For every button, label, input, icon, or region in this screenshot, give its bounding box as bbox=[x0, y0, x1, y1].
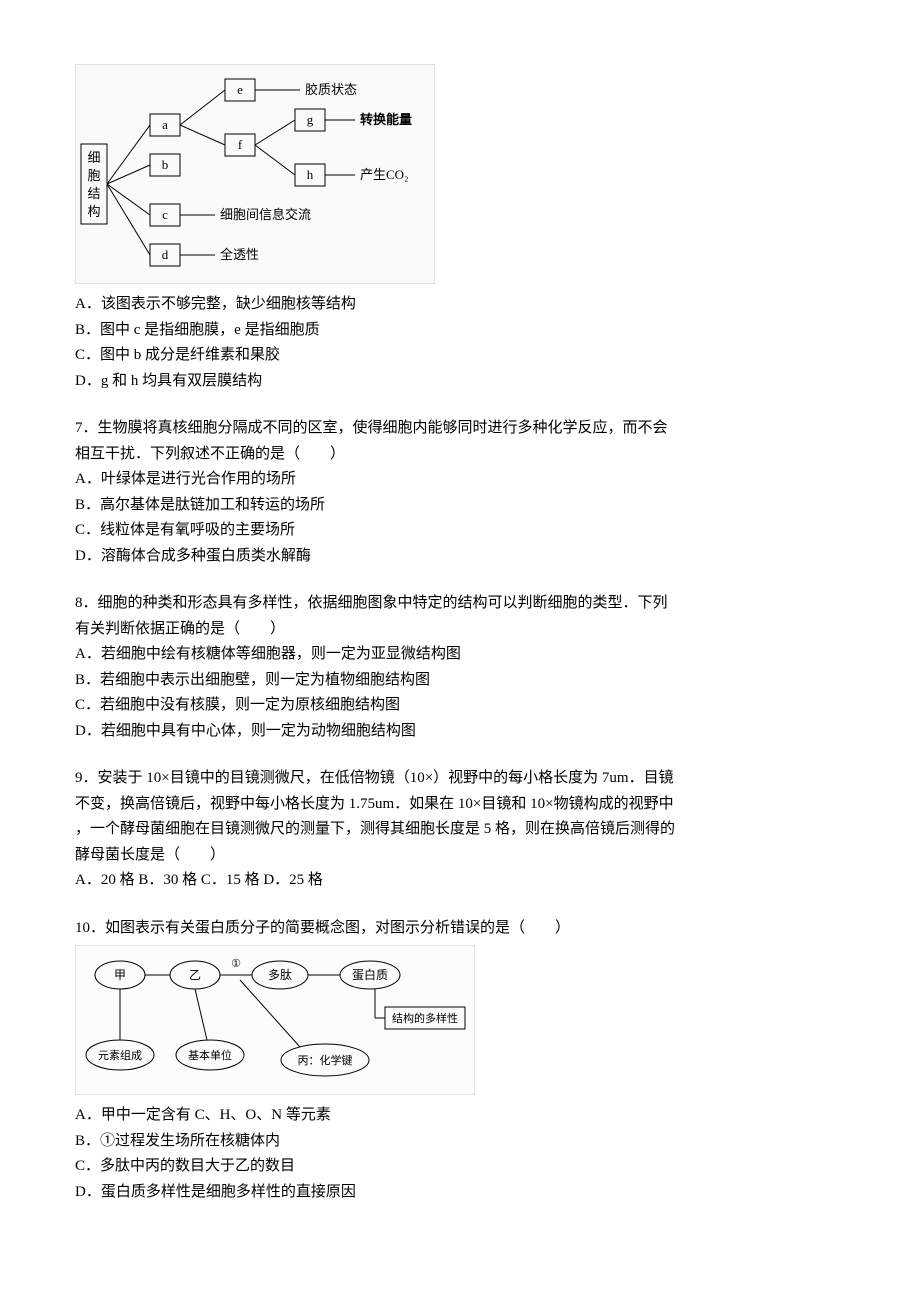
label-g-out: 转换能量 bbox=[360, 112, 412, 127]
svg-text:胞: 胞 bbox=[87, 168, 100, 183]
q7-opt-c: C．线粒体是有氧呼吸的主要场所 bbox=[75, 518, 845, 544]
node-jia: 甲 bbox=[114, 968, 126, 982]
node-jiben: 基本单位 bbox=[188, 1048, 232, 1062]
q7-opt-d: D．溶酶体合成多种蛋白质类水解酶 bbox=[75, 544, 845, 570]
q6-opt-a: A．该图表示不够完整，缺少细胞核等结构 bbox=[75, 292, 845, 318]
label-c-out: 细胞间信息交流 bbox=[220, 207, 311, 222]
q8-opt-d: D．若细胞中具有中心体，则一定为动物细胞结构图 bbox=[75, 719, 845, 745]
q6-opt-b: B．图中 c 是指细胞膜，e 是指细胞质 bbox=[75, 318, 845, 344]
node-pro: 蛋白质 bbox=[352, 967, 388, 982]
svg-text:结: 结 bbox=[87, 186, 100, 201]
node-f: f bbox=[238, 137, 243, 152]
q8-stem-line2: 有关判断依据正确的是（ ） bbox=[75, 617, 845, 643]
node-bing: 丙：化学键 bbox=[298, 1053, 353, 1067]
q7-opt-a: A．叶绿体是进行光合作用的场所 bbox=[75, 467, 845, 493]
node-e: e bbox=[237, 82, 243, 97]
q10-opt-c: C．多肽中丙的数目大于乙的数目 bbox=[75, 1154, 845, 1180]
question-10: 10．如图表示有关蛋白质分子的简要概念图，对图示分析错误的是（ ） 甲 乙 多肽… bbox=[75, 916, 845, 1206]
q9-stem-line3: ，一个酵母菌细胞在目镜测微尺的测量下，测得其细胞长度是 5 格，则在换高倍镜后测… bbox=[75, 817, 845, 843]
question-9: 9．安装于 10×目镜中的目镜测微尺，在低倍物镜（10×）视野中的每小格长度为 … bbox=[75, 766, 845, 894]
q6-opt-c: C．图中 b 成分是纤维素和果胶 bbox=[75, 343, 845, 369]
q8-opt-b: B．若细胞中表示出细胞壁，则一定为植物细胞结构图 bbox=[75, 668, 845, 694]
node-c: c bbox=[162, 207, 168, 222]
node-b: b bbox=[162, 157, 169, 172]
label-h-out: 产生CO₂ bbox=[360, 167, 409, 182]
q10-stem: 10．如图表示有关蛋白质分子的简要概念图，对图示分析错误的是（ ） bbox=[75, 916, 845, 942]
q7-stem-line1: 7．生物膜将真核细胞分隔成不同的区室，使得细胞内能够同时进行多种化学反应，而不会 bbox=[75, 416, 845, 442]
question-7: 7．生物膜将真核细胞分隔成不同的区室，使得细胞内能够同时进行多种化学反应，而不会… bbox=[75, 416, 845, 569]
question-6-options: A．该图表示不够完整，缺少细胞核等结构 B．图中 c 是指细胞膜，e 是指细胞质… bbox=[75, 292, 845, 394]
node-yuansu: 元素组成 bbox=[98, 1048, 142, 1062]
label-d-out: 全透性 bbox=[220, 247, 259, 262]
node-h: h bbox=[307, 167, 314, 182]
q6-opt-d: D．g 和 h 均具有双层膜结构 bbox=[75, 369, 845, 395]
q7-opt-b: B．高尔基体是肽链加工和转运的场所 bbox=[75, 493, 845, 519]
q8-stem-line1: 8．细胞的种类和形态具有多样性，依据细胞图象中特定的结构可以判断细胞的类型．下列 bbox=[75, 591, 845, 617]
cell-structure-diagram: 细 胞 结 构 a b c d e f g h 胶质状态 转换能量 产生CO₂ … bbox=[75, 64, 845, 284]
label-e-out: 胶质状态 bbox=[305, 82, 357, 97]
q10-opt-a: A．甲中一定含有 C、H、O、N 等元素 bbox=[75, 1103, 845, 1129]
q10-opt-b: B．①过程发生场所在核糖体内 bbox=[75, 1129, 845, 1155]
question-8: 8．细胞的种类和形态具有多样性，依据细胞图象中特定的结构可以判断细胞的类型．下列… bbox=[75, 591, 845, 744]
node-g: g bbox=[307, 112, 314, 127]
protein-concept-diagram: 甲 乙 多肽 蛋白质 ① 元素组成 基本单位 丙：化学键 结构的多样性 bbox=[75, 945, 845, 1095]
svg-text:细: 细 bbox=[87, 150, 100, 165]
q9-stem-line4: 酵母菌长度是（ ） bbox=[75, 843, 845, 869]
q9-opts: A．20 格 B．30 格 C．15 格 D．25 格 bbox=[75, 868, 845, 894]
q10-opt-d: D．蛋白质多样性是细胞多样性的直接原因 bbox=[75, 1180, 845, 1206]
node-duo: 多肽 bbox=[268, 967, 292, 982]
q8-opt-c: C．若细胞中没有核膜，则一定为原核细胞结构图 bbox=[75, 693, 845, 719]
node-a: a bbox=[162, 117, 168, 132]
svg-text:构: 构 bbox=[87, 204, 100, 219]
q9-stem-line2: 不变，换高倍镜后，视野中每小格长度为 1.75um．如果在 10×目镜和 10×… bbox=[75, 792, 845, 818]
node-yi: 乙 bbox=[189, 968, 201, 982]
q8-opt-a: A．若细胞中绘有核糖体等细胞器，则一定为亚显微结构图 bbox=[75, 642, 845, 668]
node-d: d bbox=[162, 247, 169, 262]
q9-stem-line1: 9．安装于 10×目镜中的目镜测微尺，在低倍物镜（10×）视野中的每小格长度为 … bbox=[75, 766, 845, 792]
label-one: ① bbox=[231, 958, 241, 970]
q7-stem-line2: 相互干扰．下列叙述不正确的是（ ） bbox=[75, 442, 845, 468]
node-div: 结构的多样性 bbox=[392, 1011, 458, 1025]
